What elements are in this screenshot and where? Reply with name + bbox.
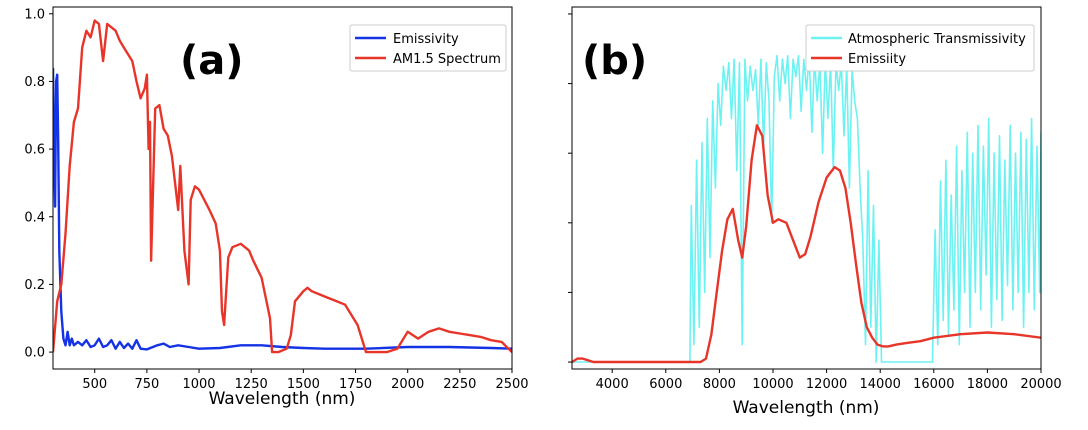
panel-a-y-tick-label: 0.6 — [24, 143, 45, 158]
panel-b-x-tick-label: 8000 — [703, 377, 736, 392]
panel-b-x-tick-label: 14000 — [860, 377, 901, 392]
panel-b-series-group — [572, 54, 1041, 364]
panel-b-x-tick-label: 6000 — [649, 377, 682, 392]
panel-a-legend: Emissivity AM1.5 Spectrum — [349, 24, 507, 72]
panel-b-x-ticks: 4000 6000 8000 10000 12000 14000 16000 18000 200… — [596, 369, 1062, 392]
panel-a-x-tick-label: 1500 — [287, 377, 320, 392]
panel-b-label: (b) — [582, 38, 647, 84]
panel-a-x-tick-label: 2250 — [443, 377, 476, 392]
panel-b-series-emissiity — [572, 124, 1041, 364]
legend-label-am15-spectrum: AM1.5 Spectrum — [393, 52, 501, 67]
panel-b-x-tick-label: 20000 — [1020, 377, 1061, 392]
panel-b-x-tick-label: 4000 — [596, 377, 629, 392]
panel-b-x-tick-label: 10000 — [752, 377, 793, 392]
panel-a-series-emissivity — [53, 67, 512, 351]
panel-a-y-ticks: 0.0 0.2 0.4 0.6 0.8 1.0 — [24, 7, 53, 361]
panel-a-y-tick-label: 0.4 — [24, 210, 45, 225]
legend-label-emissiity: Emissiity — [848, 52, 906, 67]
panel-a-plot-frame — [52, 6, 513, 370]
panel-a-y-tick-label: 0.2 — [24, 278, 45, 293]
panel-a-x-tick-label: 1000 — [182, 377, 215, 392]
panel-a-x-axis-label: Wavelength (nm) — [209, 389, 356, 409]
panel-b-x-tick-label: 12000 — [806, 377, 847, 392]
panel-a-series-group — [53, 19, 512, 354]
panel-a-x-tick-label: 500 — [82, 377, 107, 392]
panel-b-plot-frame — [571, 6, 1042, 370]
legend-label-atmospheric-transmissivity: Atmospheric Transmissivity — [848, 32, 1026, 47]
panel-a-x-tick-label: 2000 — [391, 377, 424, 392]
panel-a: 500 750 1000 1250 1500 1750 2000 2250 2500 0.00.… — [24, 6, 529, 409]
panel-b-x-tick-label: 18000 — [967, 377, 1008, 392]
panel-a-y-tick-label: 0.8 — [24, 75, 45, 90]
panel-b: 4000 6000 8000 10000 12000 14000 16000 18000 200… — [568, 6, 1062, 418]
panel-a-x-tick-label: 1750 — [339, 377, 372, 392]
panel-a-x-tick-label: 1250 — [235, 377, 268, 392]
panel-a-label: (a) — [180, 38, 244, 84]
panel-a-x-tick-label: 2500 — [495, 377, 528, 392]
panel-a-y-tick-label: 0.0 — [24, 346, 45, 361]
panel-a-x-ticks: 500 750 1000 1250 1500 1750 2000 2250 2500 — [82, 369, 529, 392]
panel-b-legend-box — [805, 24, 1035, 72]
panel-a-legend-box — [349, 24, 507, 72]
panel-b-y-ticks — [568, 13, 572, 363]
panel-a-x-tick-label: 750 — [134, 377, 159, 392]
legend-label-emissivity: Emissivity — [393, 32, 459, 47]
panel-b-x-axis-label: Wavelength (nm) — [733, 398, 880, 418]
panel-b-x-tick-label: 16000 — [913, 377, 954, 392]
panel-a-y-tick-label: 1.0 — [24, 7, 45, 22]
panel-b-legend: Atmospheric Transmissivity Emissiity — [805, 24, 1035, 72]
panel-a-series-am1-5-spectrum — [53, 19, 512, 354]
panel-b-series-atmospheric-transmissivity — [572, 54, 1041, 363]
